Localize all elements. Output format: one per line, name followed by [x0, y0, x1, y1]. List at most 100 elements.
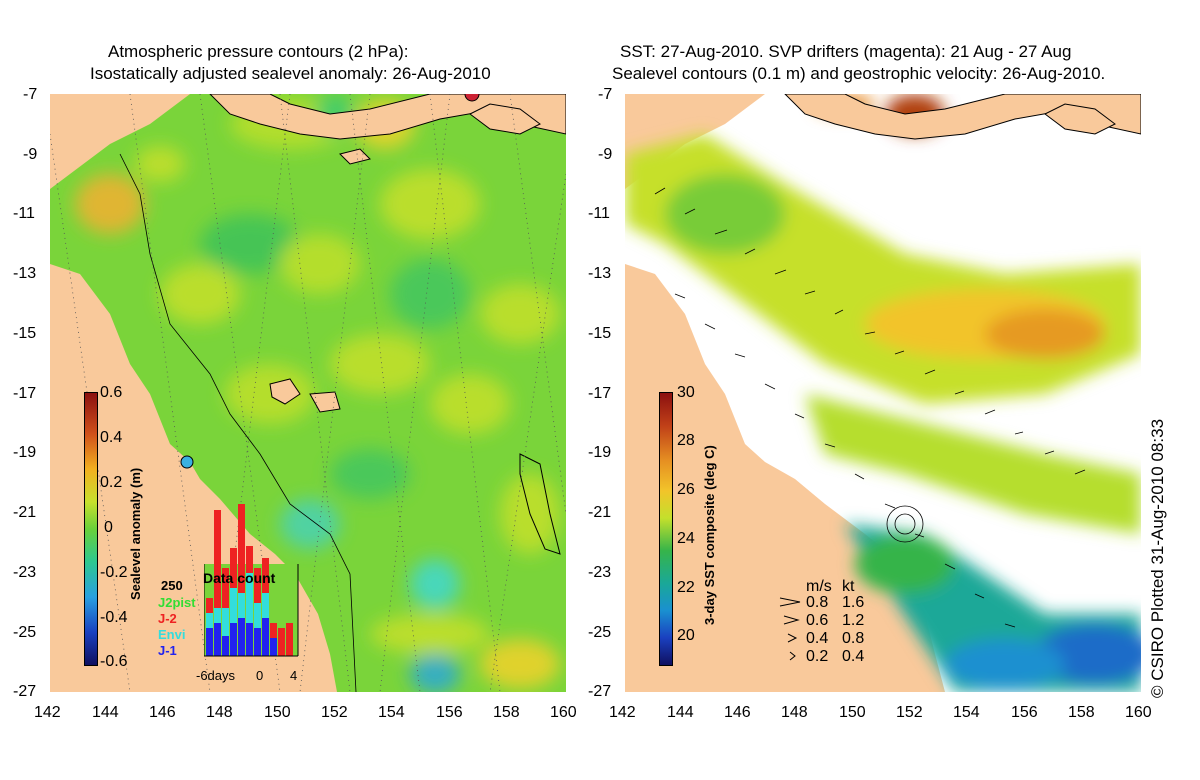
- inset-legend-envi: Envi: [158, 627, 186, 642]
- left-colorbar-tick: 0.2: [100, 474, 123, 491]
- velocity-key-row-kt: 1.6: [842, 594, 865, 611]
- velocity-key-row-ms: 0.6: [806, 612, 829, 629]
- lon-label: 156: [1011, 704, 1038, 721]
- island-east: [1044, 103, 1116, 135]
- lon-label: 146: [724, 704, 751, 721]
- left-colorbar-tick: -0.2: [100, 564, 128, 581]
- reef-islands-2: [309, 391, 341, 413]
- lat-label: -9: [23, 146, 38, 163]
- data-count-bars: [206, 504, 293, 656]
- inset-x-label: -6days: [196, 668, 236, 683]
- new-caledonia: [519, 453, 561, 555]
- left-colorbar-tick: 0.4: [100, 429, 123, 446]
- velocity-key-row-ms: 0.2: [806, 648, 829, 665]
- lon-label: 142: [609, 704, 636, 721]
- right-map: [625, 94, 1141, 692]
- lon-label: 150: [839, 704, 866, 721]
- right-colorbar-tick: 28: [677, 432, 695, 449]
- inset-title: Data count: [203, 570, 276, 586]
- inset-x-label: 4: [290, 668, 298, 683]
- shelf-contour: [119, 153, 357, 692]
- left-title-line1: Atmospheric pressure contours (2 hPa):: [108, 42, 409, 61]
- lat-label: -19: [13, 444, 37, 461]
- inset-x-label: 0: [256, 668, 264, 683]
- inset-max-label: 250: [161, 578, 183, 593]
- right-title-line1: SST: 27-Aug-2010. SVP drifters (magenta)…: [620, 42, 1072, 61]
- velocity-key-row-kt: 1.2: [842, 612, 865, 629]
- coastline: [784, 94, 1141, 140]
- lon-label: 148: [206, 704, 233, 721]
- lat-label: -27: [13, 683, 37, 700]
- lon-label: 160: [550, 704, 577, 721]
- velocity-key-arrows: [779, 597, 801, 661]
- island-east: [469, 103, 541, 135]
- lon-label: 160: [1125, 704, 1152, 721]
- right-colorbar-tick: 20: [677, 627, 695, 644]
- velocity-key-row-ms: 0.8: [806, 594, 829, 611]
- velocity-key-header-ms: m/s: [806, 578, 832, 595]
- lon-label: 154: [953, 704, 980, 721]
- left-colorbar-tick: 0.6: [100, 384, 123, 401]
- lat-label: -13: [588, 265, 612, 282]
- left-colorbar: [84, 392, 98, 666]
- lon-label: 146: [149, 704, 176, 721]
- right-colorbar-tick: 24: [677, 530, 695, 547]
- lat-label: -27: [588, 683, 612, 700]
- lat-label: -25: [13, 624, 37, 641]
- velocity-key-header-kt: kt: [842, 578, 855, 595]
- lon-label: 154: [378, 704, 405, 721]
- velocity-key-row-kt: 0.4: [842, 648, 865, 665]
- right-colorbar-tick: 26: [677, 481, 695, 498]
- lat-label: -23: [588, 564, 612, 581]
- lon-label: 144: [92, 704, 119, 721]
- lat-label: -21: [13, 504, 37, 521]
- right-colorbar-label: 3-day SST composite (deg C): [702, 445, 717, 625]
- right-colorbar-tick: 30: [677, 384, 695, 401]
- coastline: [209, 94, 566, 555]
- lat-label: -15: [588, 325, 612, 342]
- left-colorbar-tick: -0.6: [100, 653, 128, 670]
- lon-label: 152: [896, 704, 923, 721]
- lat-label: -7: [598, 86, 613, 103]
- copyright-notice: © CSIRO Plotted 31-Aug-2010 08:33: [1148, 418, 1167, 698]
- left-colorbar-tick: -0.4: [100, 609, 128, 626]
- sst-field: [625, 94, 1141, 692]
- lat-label: -25: [588, 624, 612, 641]
- right-colorbar: [659, 392, 673, 666]
- lon-label: 158: [493, 704, 520, 721]
- lon-label: 156: [436, 704, 463, 721]
- lat-label: -13: [13, 265, 37, 282]
- lat-label: -21: [588, 504, 612, 521]
- lat-label: -15: [13, 325, 37, 342]
- left-colorbar-tick: 0: [104, 519, 113, 536]
- left-map: [50, 94, 566, 692]
- inset-legend-j2pist: J2pist: [158, 595, 196, 610]
- tide-gauge-marker: [464, 94, 480, 102]
- left-colorbar-label: Sealevel anomaly (m): [128, 467, 143, 600]
- velocity-key-row-ms: 0.4: [806, 630, 829, 647]
- lat-label: -7: [23, 86, 38, 103]
- lat-label: -17: [13, 385, 37, 402]
- lon-label: 152: [321, 704, 348, 721]
- velocity-key-row-kt: 0.8: [842, 630, 865, 647]
- lat-label: -19: [588, 444, 612, 461]
- reef-islands: [269, 378, 301, 405]
- data-count-inset: [204, 504, 299, 657]
- lon-label: 150: [264, 704, 291, 721]
- lon-label: 158: [1068, 704, 1095, 721]
- lat-label: -11: [13, 205, 35, 222]
- right-colorbar-tick: 22: [677, 579, 695, 596]
- lat-label: -23: [13, 564, 37, 581]
- right-title-line2: Sealevel contours (0.1 m) and geostrophi…: [612, 64, 1106, 83]
- inset-legend-j1: J-1: [158, 643, 177, 658]
- lon-label: 142: [34, 704, 61, 721]
- lon-label: 148: [781, 704, 808, 721]
- lat-label: -11: [588, 205, 610, 222]
- satellite-tracks: [50, 94, 566, 692]
- velocity-arrows: [654, 187, 1086, 628]
- lon-label: 144: [667, 704, 694, 721]
- inset-legend-j2: J-2: [158, 611, 177, 626]
- left-title-line2: Isostatically adjusted sealevel anomaly:…: [90, 64, 491, 83]
- lat-label: -9: [598, 146, 613, 163]
- tide-gauge-marker: [180, 455, 194, 469]
